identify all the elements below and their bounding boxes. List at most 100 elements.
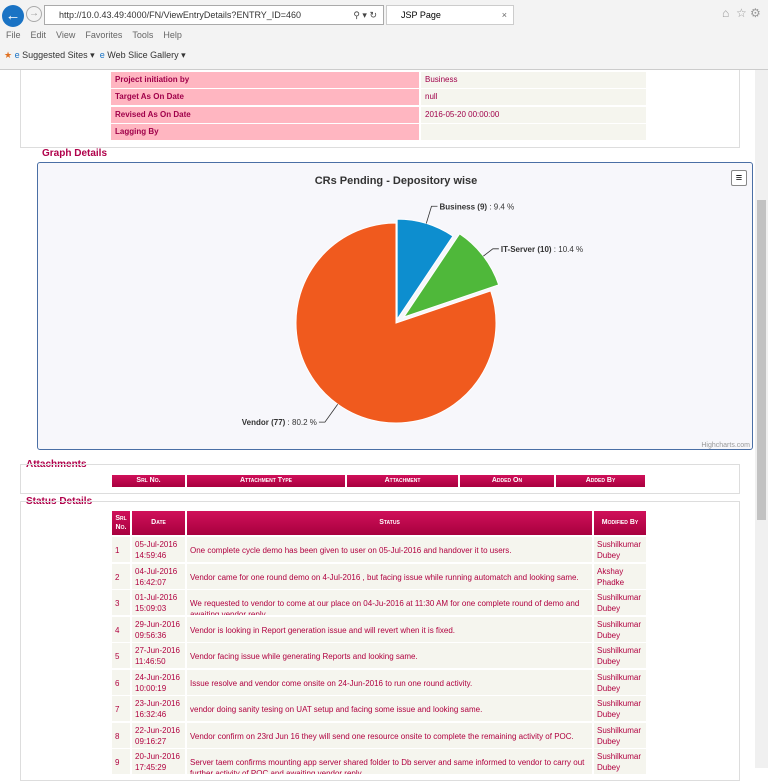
- tab-jsp-page[interactable]: JSP Page ×: [386, 5, 514, 25]
- scrollbar-thumb[interactable]: [757, 200, 766, 520]
- row-date: 04-Jul-2016 16:42:07: [131, 562, 186, 590]
- row-status: One complete cycle demo has been given t…: [186, 536, 593, 563]
- status-header: Status: [186, 510, 593, 536]
- graph-details-heading: Graph Details: [42, 148, 108, 159]
- menu-view[interactable]: View: [56, 30, 76, 40]
- menu-edit[interactable]: Edit: [30, 30, 47, 40]
- slice-label-name: Vendor (77): [242, 418, 286, 427]
- row-modified-by: Akshay Phadke: [593, 562, 647, 590]
- row-number: 1: [111, 536, 131, 563]
- row-status: Vendor came for one round demo on 4-Jul-…: [186, 562, 593, 590]
- slice-label: IT-Server (10) : 10.4 %: [501, 245, 583, 254]
- detail-label: Target As On Date: [111, 89, 419, 105]
- row-status: Server taem confirms mounting app server…: [186, 748, 593, 775]
- search-refresh-icon[interactable]: ⚲ ▾ ↻: [353, 10, 377, 20]
- attachments-header: Attachment Type: [186, 474, 346, 488]
- row-modified-by: Sushilkumar Dubey: [593, 615, 647, 643]
- connector-line: [425, 205, 438, 224]
- menu-tools[interactable]: Tools: [132, 30, 154, 40]
- address-bar[interactable]: http://10.0.43.49:4000/FN/ViewEntryDetai…: [44, 5, 384, 25]
- connector-line: [318, 404, 339, 423]
- row-number: 9: [111, 748, 131, 775]
- slice-label-name: IT-Server (10): [501, 245, 552, 254]
- row-status: vendor doing sanity tesing on UAT setup …: [186, 695, 593, 722]
- pie-slice-vendor[interactable]: [295, 222, 497, 424]
- detail-value: Business: [421, 72, 646, 88]
- attachments-header: Added On: [459, 474, 555, 488]
- slice-label-percent: : 10.4 %: [554, 245, 583, 254]
- row-date: 29-Jun-2016 09:56:36: [131, 615, 186, 643]
- row-date: 22-Jun-2016 09:16:27: [131, 721, 186, 749]
- row-number: 3: [111, 589, 131, 616]
- favorites-bar: ★ e Suggested Sites ▾ e Web Slice Galler…: [4, 50, 186, 61]
- slice-label: Vendor (77) : 80.2 %: [242, 418, 317, 427]
- ie-icon: e: [99, 50, 105, 60]
- menu-help[interactable]: Help: [163, 30, 182, 40]
- suggested-sites[interactable]: Suggested Sites ▾: [22, 50, 95, 60]
- row-modified-by: Sushilkumar Dubey: [593, 589, 647, 616]
- forward-button[interactable]: →: [26, 6, 42, 22]
- close-tab-icon[interactable]: ×: [501, 10, 507, 20]
- row-date: 23-Jun-2016 16:32:46: [131, 695, 186, 722]
- row-number: 2: [111, 562, 131, 590]
- home-icon[interactable]: ⌂: [722, 6, 730, 20]
- slice-label-name: Business (9): [440, 202, 488, 211]
- connector-line: [483, 248, 499, 257]
- favorites-icon: ★: [4, 50, 13, 60]
- status-header: Srl No.: [111, 510, 131, 536]
- attachments-header: Added By: [555, 474, 646, 488]
- row-status: Vendor facing issue while generating Rep…: [186, 642, 593, 669]
- row-modified-by: Sushilkumar Dubey: [593, 748, 647, 775]
- pie-chart-svg: CRs Pending - Depository wise Highcharts…: [242, 175, 750, 449]
- row-status: Vendor confirm on 23rd Jun 16 they will …: [186, 721, 593, 749]
- row-status: We requested to vendor to come at our pl…: [186, 589, 593, 616]
- back-button[interactable]: ←: [2, 5, 24, 27]
- row-modified-by: Sushilkumar Dubey: [593, 695, 647, 722]
- menu-file[interactable]: File: [6, 30, 21, 40]
- row-status: Vendor is looking in Report generation i…: [186, 615, 593, 643]
- row-status: Issue resolve and vendor come onsite on …: [186, 668, 593, 696]
- menu-bar: File Edit View Favorites Tools Help: [6, 30, 192, 40]
- url-text: http://10.0.43.49:4000/FN/ViewEntryDetai…: [59, 10, 302, 20]
- slice-label-percent: : 80.2 %: [288, 418, 317, 427]
- star-icon[interactable]: ☆: [736, 6, 747, 20]
- menu-favorites[interactable]: Favorites: [85, 30, 123, 40]
- detail-label: Lagging By: [111, 124, 419, 140]
- chart-menu-icon[interactable]: ≡: [731, 170, 747, 186]
- gear-icon[interactable]: ⚙: [750, 6, 761, 20]
- chart-credits[interactable]: Highcharts.com: [701, 442, 750, 449]
- detail-label: Project initiation by: [111, 72, 419, 88]
- pie-chart: CRs Pending - Depository wise Highcharts…: [37, 162, 753, 450]
- row-date: 24-Jun-2016 10:00:19: [131, 668, 186, 696]
- detail-value: null: [421, 89, 646, 105]
- row-number: 5: [111, 642, 131, 669]
- row-date: 05-Jul-2016 14:59:46: [131, 536, 186, 563]
- row-modified-by: Sushilkumar Dubey: [593, 536, 647, 563]
- ie-icon: e: [14, 50, 20, 60]
- detail-label: Revised As On Date: [111, 107, 419, 123]
- attachments-panel: [20, 464, 740, 494]
- attachments-header: Attachment: [346, 474, 459, 488]
- detail-value: [421, 124, 646, 140]
- row-number: 4: [111, 615, 131, 643]
- row-date: 20-Jun-2016 17:45:29: [131, 748, 186, 775]
- tab-title: JSP Page: [401, 10, 441, 20]
- web-slice-gallery[interactable]: Web Slice Gallery ▾: [107, 50, 186, 60]
- browser-chrome: ← → http://10.0.43.49:4000/FN/ViewEntryD…: [0, 0, 768, 70]
- row-number: 6: [111, 668, 131, 696]
- row-modified-by: Sushilkumar Dubey: [593, 642, 647, 669]
- chart-title: CRs Pending - Depository wise: [315, 175, 478, 187]
- status-header: Date: [131, 510, 186, 536]
- row-modified-by: Sushilkumar Dubey: [593, 668, 647, 696]
- details-panel: [20, 70, 740, 148]
- row-date: 27-Jun-2016 11:46:50: [131, 642, 186, 669]
- row-number: 7: [111, 695, 131, 722]
- row-number: 8: [111, 721, 131, 749]
- row-modified-by: Sushilkumar Dubey: [593, 721, 647, 749]
- slice-label-percent: : 9.4 %: [489, 202, 514, 211]
- slice-label: Business (9) : 9.4 %: [440, 202, 515, 211]
- row-date: 01-Jul-2016 15:09:03: [131, 589, 186, 616]
- attachments-header: Srl No.: [111, 474, 186, 488]
- status-header: Modified By: [593, 510, 647, 536]
- detail-value: 2016-05-20 00:00:00: [421, 107, 646, 123]
